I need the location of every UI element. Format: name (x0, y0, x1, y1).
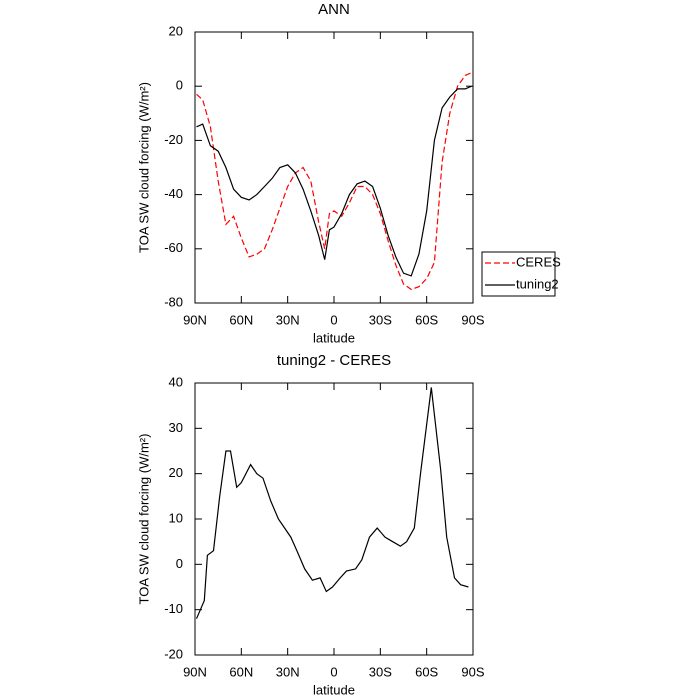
y-tick-label: -40 (164, 186, 183, 201)
y-tick-label: -20 (164, 132, 183, 147)
y-tick-label: -60 (164, 240, 183, 255)
y-tick-label: -20 (164, 646, 183, 661)
data-line (196, 85, 472, 277)
y-tick-label: 0 (176, 78, 183, 93)
y-tick-label: -10 (164, 601, 183, 616)
legend-label: tuning2 (516, 276, 559, 291)
x-tick-label: 60S (415, 664, 438, 679)
data-line (196, 72, 472, 291)
x-tick-label: 90S (461, 664, 484, 679)
x-axis-label: latitude (313, 682, 355, 697)
x-tick-label: 90N (183, 664, 207, 679)
x-tick-label: 0 (330, 664, 337, 679)
legend-label: CERES (516, 254, 561, 269)
y-tick-label: 20 (169, 465, 183, 480)
chart-title: tuning2 - CERES (277, 352, 391, 369)
y-tick-label: 20 (169, 23, 183, 38)
y-axis-label: TOA SW cloud forcing (W/m²) (136, 82, 151, 253)
data-line (195, 387, 469, 619)
y-tick-label: -80 (164, 294, 183, 309)
x-tick-label: 60N (229, 312, 253, 327)
x-tick-label: 90N (183, 312, 207, 327)
x-tick-label: 30N (276, 312, 300, 327)
x-tick-label: 60S (415, 312, 438, 327)
x-axis-label: latitude (313, 330, 355, 345)
x-tick-label: 30N (276, 664, 300, 679)
legend-box (481, 251, 556, 297)
plot-frame (194, 382, 474, 656)
x-tick-label: 0 (330, 312, 337, 327)
y-tick-label: 0 (176, 556, 183, 571)
y-tick-label: 30 (169, 420, 183, 435)
x-tick-label: 90S (461, 312, 484, 327)
y-tick-label: 10 (169, 510, 183, 525)
x-tick-label: 60N (229, 664, 253, 679)
y-tick-label: 40 (169, 374, 183, 389)
x-tick-label: 30S (369, 664, 392, 679)
y-axis-label: TOA SW cloud forcing (W/m²) (136, 434, 151, 605)
x-tick-label: 30S (369, 312, 392, 327)
chart-title: ANN (318, 1, 350, 18)
